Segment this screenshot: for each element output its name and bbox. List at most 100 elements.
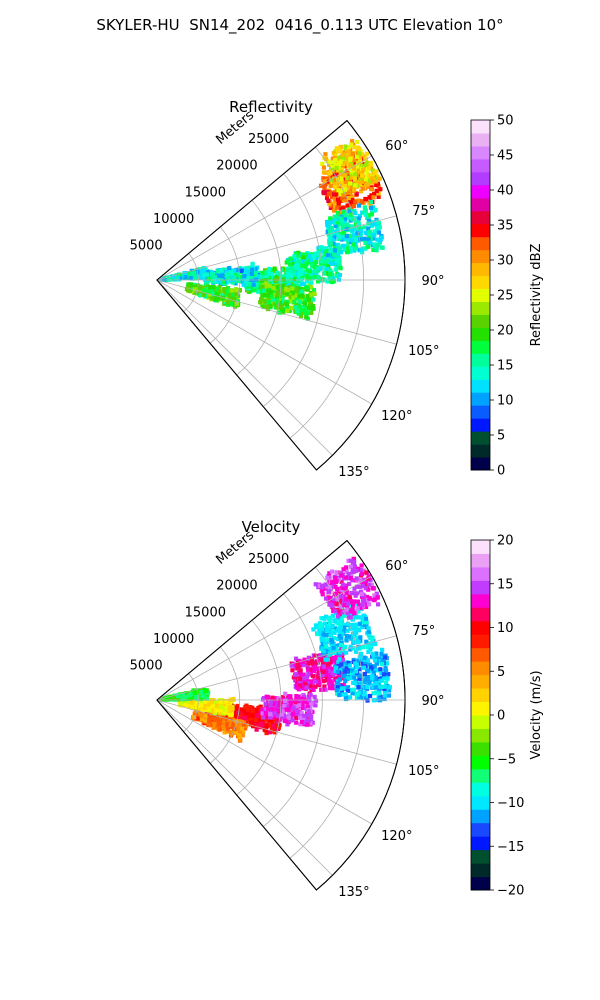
echo-gate	[183, 695, 189, 700]
echo-gate	[345, 155, 350, 160]
echo-gate	[366, 633, 372, 638]
echo-gate	[340, 657, 345, 662]
echo-gate	[335, 607, 340, 613]
echo-gate	[315, 279, 321, 284]
echo-gate	[350, 567, 355, 573]
echo-gate	[370, 673, 375, 678]
echo-gate	[339, 573, 344, 578]
echo-gate	[299, 711, 304, 716]
echo-gate	[353, 661, 358, 666]
echo-gate	[330, 249, 335, 254]
echo-gate	[346, 240, 351, 245]
echo-gate	[339, 579, 344, 584]
echo-gate	[366, 587, 371, 592]
angular-tick-label: 120°	[381, 409, 412, 424]
echo-gate	[341, 193, 346, 198]
echo-gate	[344, 638, 349, 643]
echo-gate	[368, 160, 373, 166]
colorbar-segment	[471, 795, 490, 810]
echo-gate	[337, 599, 342, 604]
echo-gate	[358, 176, 363, 181]
echo-gate	[357, 234, 363, 240]
echo-gate	[259, 297, 264, 302]
echo-gate	[376, 691, 381, 696]
echo-gate	[372, 658, 378, 663]
echo-gate	[293, 265, 298, 270]
echo-gate	[297, 264, 302, 269]
echo-gate	[331, 276, 336, 281]
echo-gate	[319, 255, 324, 260]
echo-gate	[264, 273, 269, 278]
echo-gate	[270, 294, 275, 299]
echo-gate	[294, 309, 300, 314]
echo-gate	[374, 690, 379, 695]
colorbar-tick-label: 45	[497, 149, 514, 164]
echo-gate	[325, 222, 330, 228]
echo-gate	[332, 650, 337, 655]
echo-gate	[213, 272, 218, 278]
echo-gate	[234, 267, 239, 273]
echo-gate	[238, 719, 243, 724]
colorbar-tick-label: 20	[497, 324, 514, 339]
echo-gate	[370, 637, 375, 642]
echo-gate	[235, 706, 240, 711]
range-ring	[289, 146, 365, 439]
echo-gate	[209, 722, 215, 727]
echo-gate	[370, 652, 376, 657]
echo-gate	[300, 259, 306, 264]
echo-gate	[281, 277, 286, 282]
echo-gate	[296, 283, 301, 288]
echo-gate	[367, 596, 372, 601]
echo-gate	[268, 290, 273, 295]
colorbar-segment	[471, 262, 490, 277]
echo-gate	[353, 217, 358, 222]
echo-gate	[341, 185, 346, 190]
echo-gate	[338, 172, 343, 177]
echo-gate	[332, 252, 337, 257]
echo-gate	[200, 273, 205, 278]
echo-gate	[294, 295, 299, 300]
echo-gate	[264, 717, 269, 722]
colorbar-segment	[471, 755, 490, 770]
echo-gate	[364, 594, 370, 600]
echo-gate	[337, 272, 343, 278]
echo-gate	[264, 723, 269, 729]
echo-gate	[367, 677, 373, 682]
echo-gate	[355, 230, 360, 236]
echo-gate	[234, 722, 239, 727]
colorbar-segment	[471, 405, 490, 419]
echo-gate	[352, 611, 357, 616]
echo-gate	[232, 275, 237, 280]
echo-gate	[248, 716, 253, 721]
echo-gate	[312, 268, 318, 274]
echo-gate	[294, 282, 299, 287]
echo-gate	[294, 257, 300, 262]
echo-gate	[183, 275, 188, 280]
echo-gate	[312, 291, 317, 296]
echo-gate	[277, 708, 282, 713]
echo-gate	[360, 210, 365, 215]
echo-gate	[342, 173, 348, 178]
echo-gate	[327, 602, 332, 607]
echo-gate	[313, 698, 319, 703]
echo-gate	[285, 299, 290, 304]
echo-gate	[356, 658, 361, 663]
echo-gate	[294, 720, 299, 725]
echo-gate	[353, 200, 358, 205]
echo-gate	[348, 671, 353, 676]
echo-gate	[375, 668, 380, 673]
echo-gate	[345, 168, 350, 174]
echo-gate	[340, 585, 345, 590]
echo-gate	[351, 242, 356, 247]
echo-gate	[339, 164, 344, 169]
echo-gate	[239, 726, 245, 731]
echo-gate	[290, 266, 295, 271]
echo-gate	[320, 249, 325, 254]
echo-gate	[302, 713, 307, 718]
echo-gate	[377, 240, 382, 245]
echo-gate	[327, 571, 332, 576]
echo-gate	[333, 153, 338, 158]
echo-gate	[283, 691, 288, 696]
echo-gate	[374, 651, 379, 656]
echo-gate	[320, 626, 325, 631]
